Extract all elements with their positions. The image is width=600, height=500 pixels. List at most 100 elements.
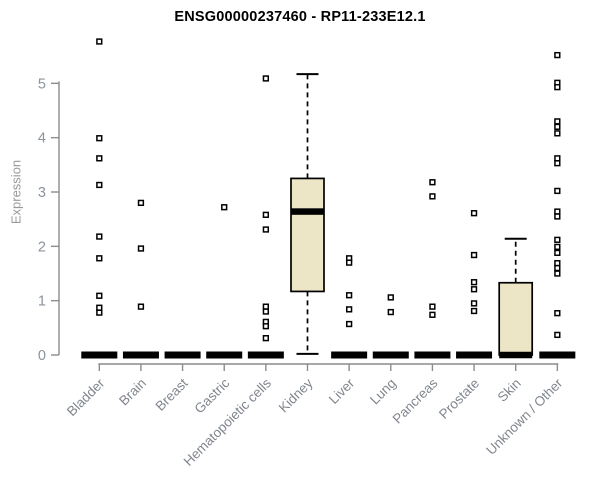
outlier-point — [137, 303, 145, 310]
y-tick-label: 3 — [38, 185, 46, 201]
chart-title: ENSG00000237460 - RP11-233E12.1 — [174, 9, 426, 25]
outlier-point — [429, 179, 436, 186]
boxplot-breast — [164, 351, 201, 359]
x-tick-label-pancreas: Pancreas — [390, 375, 441, 426]
outlier-point — [345, 259, 353, 266]
y-tick-label: 4 — [38, 131, 46, 147]
x-tick-label-kidney: Kidney — [276, 375, 316, 415]
boxplot-bladder — [81, 38, 118, 359]
x-tick-label-lung: Lung — [367, 376, 399, 408]
outlier-point — [345, 292, 353, 299]
boxplot-skin — [498, 237, 534, 359]
collapsed-box-median — [122, 351, 159, 359]
boxplot-lung — [372, 294, 409, 359]
outlier-point — [554, 310, 561, 317]
outlier-point — [554, 187, 561, 195]
outlier-point — [470, 286, 478, 293]
median-line — [291, 208, 324, 215]
x-tick-label-prostate: Prostate — [436, 376, 482, 422]
outlier-point — [554, 84, 561, 91]
collapsed-box-median — [331, 351, 368, 359]
outlier-point — [554, 208, 561, 215]
boxplot-kidney — [290, 73, 325, 355]
y-tick-label: 5 — [38, 76, 46, 92]
x-tick-label-bladder: Bladder — [64, 375, 108, 419]
outlier-point — [470, 307, 478, 315]
outlier-point — [554, 331, 561, 339]
boxplot-unknown-other — [539, 51, 576, 359]
collapsed-box-median — [372, 351, 409, 359]
outlier-point — [96, 181, 103, 189]
outlier-point — [345, 306, 353, 313]
median-line — [499, 351, 533, 359]
outlier-point — [429, 193, 436, 200]
outlier-point — [554, 249, 561, 257]
outlier-point — [554, 236, 561, 243]
outlier-point — [96, 38, 103, 45]
outlier-point — [137, 245, 145, 252]
outlier-point — [554, 243, 561, 251]
collapsed-box-median — [539, 351, 576, 359]
outlier-point — [345, 320, 353, 328]
outlier-point — [554, 123, 561, 130]
boxplot-liver — [331, 255, 368, 359]
outlier-point — [262, 308, 270, 315]
outlier-point — [221, 204, 228, 211]
x-tick-label-liver: Liver — [326, 375, 358, 407]
outlier-point — [554, 270, 561, 277]
outlier-point — [470, 279, 478, 286]
outlier-point — [387, 294, 394, 301]
outlier-point — [96, 292, 103, 299]
x-tick-label-unknown-other: Unknown / Other — [483, 375, 566, 458]
y-axis: 0 1 2 3 4 5 — [38, 76, 60, 364]
box — [290, 177, 325, 293]
outlier-point — [262, 226, 270, 233]
outlier-point — [262, 75, 270, 82]
outlier-point — [554, 155, 561, 162]
boxplot-pancreas — [414, 179, 451, 359]
x-tick-label-skin: Skin — [495, 376, 524, 405]
outlier-point — [96, 155, 103, 162]
outlier-point — [429, 311, 436, 318]
outlier-point — [470, 300, 478, 307]
boxplot-prostate — [456, 210, 493, 359]
collapsed-box-median — [206, 351, 243, 359]
outlier-point — [554, 260, 561, 267]
collapsed-box-median — [164, 351, 201, 359]
outlier-point — [429, 303, 436, 310]
y-tick-label: 2 — [38, 239, 46, 255]
x-tick-label-brain: Brain — [116, 376, 149, 409]
boxplot-brain — [122, 199, 159, 359]
outlier-point — [262, 323, 270, 330]
outlier-point — [470, 210, 478, 217]
outlier-point — [96, 309, 103, 316]
outlier-point — [96, 135, 103, 142]
x-tick-label-gastric: Gastric — [191, 375, 232, 416]
y-tick-label: 1 — [38, 294, 46, 310]
x-tick-label-breast: Breast — [152, 375, 190, 413]
outlier-point — [554, 213, 561, 220]
outlier-point — [554, 264, 561, 272]
collapsed-box-median — [414, 351, 451, 359]
outlier-point — [554, 160, 561, 167]
outlier-point — [554, 130, 561, 137]
outlier-point — [470, 251, 478, 259]
outlier-point — [96, 233, 103, 240]
boxplot-gastric — [206, 204, 243, 359]
collapsed-box-median — [456, 351, 493, 359]
boxplot-hematopoietic-cells — [247, 75, 284, 359]
outlier-point — [262, 335, 270, 342]
collapsed-box-median — [247, 351, 284, 359]
outlier-point — [96, 304, 103, 311]
outlier-point — [262, 211, 270, 218]
collapsed-box-median — [81, 351, 118, 359]
outlier-point — [262, 303, 270, 310]
box — [498, 281, 534, 356]
outlier-point — [387, 308, 394, 316]
y-tick-label: 0 — [38, 348, 46, 364]
outlier-point — [554, 118, 561, 125]
outlier-point — [137, 199, 145, 207]
